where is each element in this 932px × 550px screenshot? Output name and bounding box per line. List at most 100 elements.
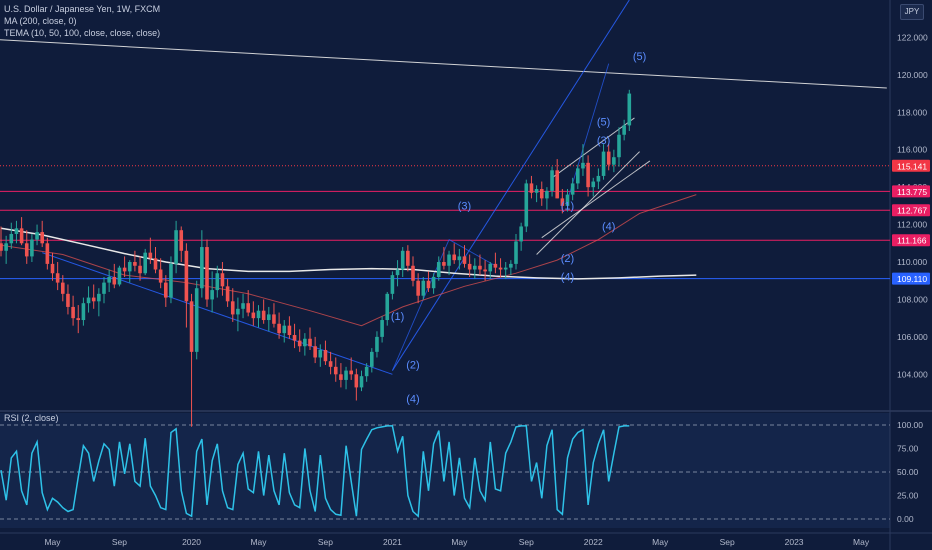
candle-body bbox=[519, 226, 523, 242]
candle-body bbox=[550, 170, 554, 191]
price-tick-label: 112.000 bbox=[897, 220, 927, 230]
time-tick-label: May bbox=[652, 537, 669, 547]
wave-label: (4) bbox=[561, 272, 574, 284]
candle-body bbox=[9, 233, 14, 244]
wave-label: (5) bbox=[633, 51, 646, 63]
candle-body bbox=[184, 250, 189, 302]
candle-body bbox=[267, 314, 271, 321]
candle-body bbox=[395, 269, 400, 276]
price-label-text: 115.141 bbox=[897, 161, 927, 171]
candle-body bbox=[122, 267, 127, 272]
candle-body bbox=[76, 318, 81, 321]
wave-label: (3) bbox=[597, 135, 610, 147]
price-tick-label: 110.000 bbox=[897, 257, 927, 267]
candle-body bbox=[45, 243, 50, 264]
price-tick-label: 104.000 bbox=[897, 369, 928, 379]
symbol-legend[interactable]: U.S. Dollar / Japanese Yen, 1W, FXCM bbox=[4, 4, 161, 14]
candle-body bbox=[570, 183, 575, 195]
candle-body bbox=[581, 162, 585, 169]
candle-body bbox=[308, 338, 312, 347]
candle-body bbox=[71, 306, 75, 319]
candle-body bbox=[189, 301, 194, 352]
time-tick-label: Sep bbox=[519, 537, 534, 547]
candle-body bbox=[0, 243, 3, 251]
candle-body bbox=[416, 280, 420, 296]
price-label-box bbox=[892, 234, 930, 247]
candle-body bbox=[436, 262, 441, 277]
time-tick-label: May bbox=[250, 537, 267, 547]
candle-body bbox=[282, 325, 287, 334]
rsi-tick-label: 75.00 bbox=[897, 444, 919, 454]
candle-body bbox=[164, 282, 168, 298]
candle-body bbox=[411, 265, 415, 281]
candle-body bbox=[364, 366, 369, 377]
time-tick-label: Sep bbox=[112, 537, 127, 547]
candle-body bbox=[86, 297, 91, 304]
candle-body bbox=[112, 276, 117, 285]
candle-body bbox=[251, 312, 256, 319]
candle-body bbox=[313, 346, 317, 358]
rsi-line bbox=[0, 425, 630, 518]
tema-legend[interactable]: TEMA (10, 50, 100, close, close, close) bbox=[4, 28, 161, 38]
time-tick-label: 2020 bbox=[182, 537, 201, 547]
candle-body bbox=[210, 290, 214, 300]
candle-body bbox=[462, 256, 467, 264]
candle-body bbox=[380, 320, 384, 337]
price-tick-label: 106.000 bbox=[897, 332, 928, 342]
candle-body bbox=[303, 338, 307, 347]
candle-body bbox=[627, 93, 632, 126]
candle-body bbox=[514, 241, 518, 264]
candle-body bbox=[534, 189, 539, 193]
candle-body bbox=[375, 336, 379, 352]
candle-body bbox=[478, 265, 482, 270]
rsi-tick-label: 50.00 bbox=[897, 467, 919, 477]
rsi-legend[interactable]: RSI (2, close) bbox=[4, 413, 59, 423]
candle-body bbox=[236, 308, 240, 315]
wave-connector-line bbox=[391, 239, 450, 371]
price-label-text: 109.110 bbox=[897, 274, 927, 284]
candle-body bbox=[323, 349, 328, 362]
candle-body bbox=[333, 366, 338, 375]
candle-body bbox=[473, 265, 477, 270]
candle-body bbox=[30, 239, 34, 257]
candle-body bbox=[576, 168, 580, 184]
wave-label: (4) bbox=[406, 393, 419, 405]
candle-body bbox=[421, 280, 426, 296]
candle-body bbox=[66, 293, 70, 307]
candle-body bbox=[524, 183, 529, 227]
candle-body bbox=[117, 267, 122, 285]
candle-body bbox=[143, 252, 147, 274]
candle-body bbox=[230, 301, 235, 315]
ma-legend[interactable]: MA (200, close, 0) bbox=[4, 16, 77, 26]
price-tick-label: 122.000 bbox=[897, 32, 928, 42]
candle-body bbox=[591, 181, 596, 188]
candle-body bbox=[261, 310, 266, 321]
price-tick-label: 120.000 bbox=[897, 70, 928, 80]
price-label-box bbox=[892, 159, 930, 172]
wave-label: (2) bbox=[561, 253, 574, 265]
candle-body bbox=[452, 254, 456, 261]
candle-body bbox=[509, 263, 513, 268]
candle-body bbox=[19, 228, 24, 244]
candle-body bbox=[431, 276, 436, 289]
descending-channel-line bbox=[42, 252, 393, 375]
candle-body bbox=[292, 335, 297, 341]
candle-body bbox=[55, 273, 60, 283]
candle-body bbox=[370, 351, 374, 367]
candle-body bbox=[390, 275, 395, 294]
time-tick-label: 2022 bbox=[584, 537, 603, 547]
currency-badge[interactable]: JPY bbox=[900, 4, 924, 20]
candle-body bbox=[220, 273, 225, 287]
candle-body bbox=[246, 303, 250, 313]
candle-body bbox=[14, 228, 19, 234]
candle-body bbox=[138, 265, 142, 274]
time-tick-label: 2023 bbox=[785, 537, 804, 547]
candle-body bbox=[339, 374, 343, 380]
candle-body bbox=[617, 134, 621, 158]
rsi-tick-label: 0.00 bbox=[897, 514, 914, 524]
channel-lower-line bbox=[536, 151, 640, 255]
candle-body bbox=[287, 325, 292, 336]
candle-body bbox=[539, 189, 544, 199]
